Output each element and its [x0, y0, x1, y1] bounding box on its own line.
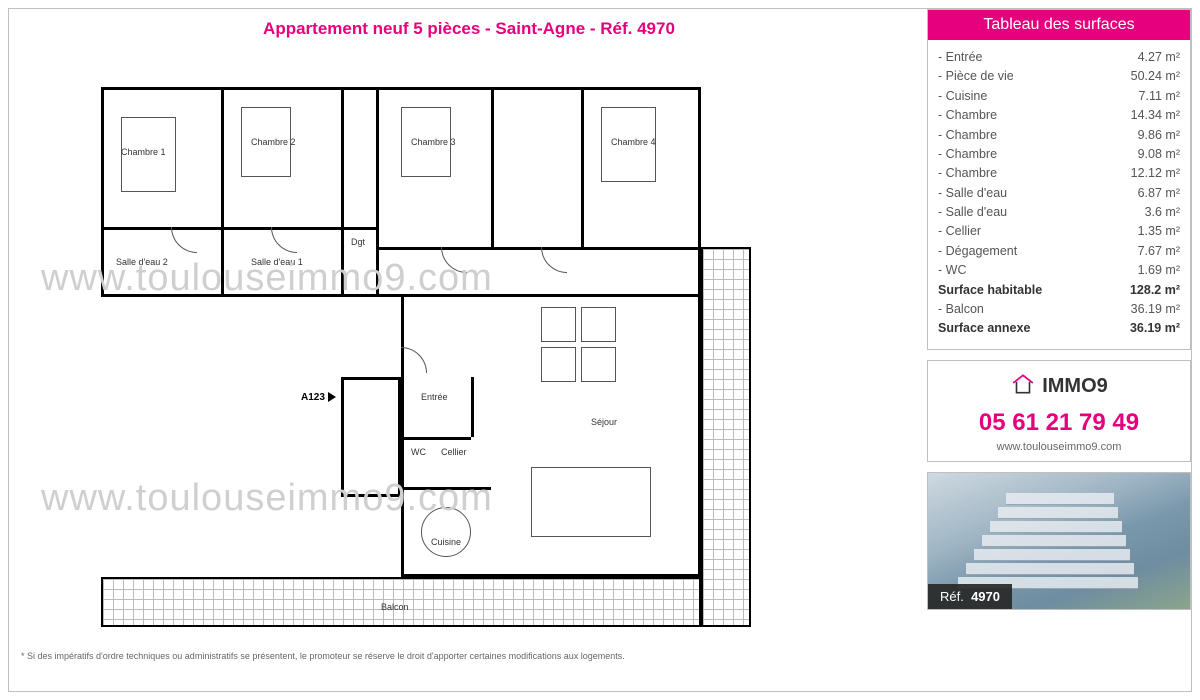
surface-label: Chambre [938, 164, 997, 183]
brand-logo: IMMO9 [1010, 371, 1108, 403]
surface-label: Dégagement [938, 242, 1017, 261]
surface-label: Cellier [938, 222, 981, 241]
surface-value: 7.67 m² [1138, 242, 1180, 261]
surface-value: 4.27 m² [1138, 48, 1180, 67]
surface-label: Salle d'eau [938, 184, 1007, 203]
surface-row: Salle d'eau 6.87 m² [938, 184, 1180, 203]
surface-row: Surface habitable 128.2 m² [938, 281, 1180, 300]
entry-marker: A123 [301, 392, 336, 403]
contact-box: IMMO9 05 61 21 79 49 www.toulouseimmo9.c… [927, 360, 1191, 462]
contact-website: www.toulouseimmo9.com [934, 441, 1184, 453]
surfaces-header: Tableau des surfaces [928, 10, 1190, 40]
surface-value: 6.87 m² [1138, 184, 1180, 203]
room-cellier: Cellier [441, 447, 467, 457]
surface-value: 9.08 m² [1138, 145, 1180, 164]
surface-value: 12.12 m² [1131, 164, 1180, 183]
surface-label: Cuisine [938, 87, 987, 106]
surface-row: Salle d'eau 3.6 m² [938, 203, 1180, 222]
contact-phone: 05 61 21 79 49 [934, 409, 1184, 437]
room-balcon: Balcon [381, 602, 409, 612]
surface-row: Entrée 4.27 m² [938, 48, 1180, 67]
surface-value: 14.34 m² [1131, 106, 1180, 125]
surface-value: 1.35 m² [1138, 222, 1180, 241]
right-panel: Tableau des surfaces Entrée4.27 m²Pièce … [927, 9, 1191, 691]
surface-label: Salle d'eau [938, 203, 1007, 222]
surface-label: WC [938, 261, 966, 280]
footnote: * Si des impératifs d'ordre techniques o… [21, 651, 917, 661]
building-photo: Réf. 4970 [927, 472, 1191, 610]
surface-row: Cellier 1.35 m² [938, 222, 1180, 241]
surface-label: Surface habitable [938, 281, 1042, 300]
surface-row: Pièce de vie 50.24 m² [938, 67, 1180, 86]
surface-label: Surface annexe [938, 319, 1030, 338]
surface-value: 128.2 m² [1130, 281, 1180, 300]
room-chambre4: Chambre 4 [611, 137, 656, 147]
surface-row: Cuisine 7.11 m² [938, 87, 1180, 106]
surface-label: Entrée [938, 48, 982, 67]
house-icon [1010, 371, 1036, 403]
surface-label: Balcon [938, 300, 984, 319]
surface-value: 36.19 m² [1131, 300, 1180, 319]
surface-label: Chambre [938, 106, 997, 125]
left-panel: Appartement neuf 5 pièces - Saint-Agne -… [9, 9, 929, 691]
surface-row: Chambre 12.12 m² [938, 164, 1180, 183]
surface-row: Surface annexe 36.19 m² [938, 319, 1180, 338]
surface-label: Chambre [938, 145, 997, 164]
surface-value: 7.11 m² [1139, 87, 1180, 106]
ref-number: 4970 [971, 589, 1000, 604]
surface-value: 3.6 m² [1145, 203, 1180, 222]
room-chambre1: Chambre 1 [121, 147, 166, 157]
room-cuisine: Cuisine [431, 537, 461, 547]
room-sde1: Salle d'eau 1 [251, 257, 303, 267]
room-entree: Entrée [421, 392, 448, 402]
surface-row: Chambre 9.08 m² [938, 145, 1180, 164]
room-sejour: Séjour [591, 417, 617, 427]
building-illustration [958, 487, 1148, 597]
surface-value: 1.69 m² [1138, 261, 1180, 280]
surface-label: Pièce de vie [938, 67, 1014, 86]
brand-name: IMMO9 [1042, 375, 1108, 398]
surface-value: 36.19 m² [1130, 319, 1180, 338]
surfaces-table: Tableau des surfaces Entrée4.27 m²Pièce … [927, 9, 1191, 350]
surface-value: 50.24 m² [1131, 67, 1180, 86]
page-frame: Appartement neuf 5 pièces - Saint-Agne -… [8, 8, 1192, 692]
room-dgt: Dgt [351, 237, 365, 247]
surface-value: 9.86 m² [1138, 126, 1180, 145]
listing-title: Appartement neuf 5 pièces - Saint-Agne -… [21, 19, 917, 39]
surface-row: WC 1.69 m² [938, 261, 1180, 280]
surface-row: Dégagement 7.67 m² [938, 242, 1180, 261]
ref-prefix: Réf. [940, 589, 964, 604]
room-sde2: Salle d'eau 2 [116, 257, 168, 267]
floorplan: Chambre 1 Chambre 2 Chambre 3 Chambre 4 … [21, 47, 917, 647]
surface-row: Chambre 14.34 m² [938, 106, 1180, 125]
room-chambre3: Chambre 3 [411, 137, 456, 147]
ref-badge: Réf. 4970 [928, 584, 1012, 609]
surface-label: Chambre [938, 126, 997, 145]
room-chambre2: Chambre 2 [251, 137, 296, 147]
surface-row: Chambre 9.86 m² [938, 126, 1180, 145]
room-wc: WC [411, 447, 426, 457]
surface-row: Balcon 36.19 m² [938, 300, 1180, 319]
